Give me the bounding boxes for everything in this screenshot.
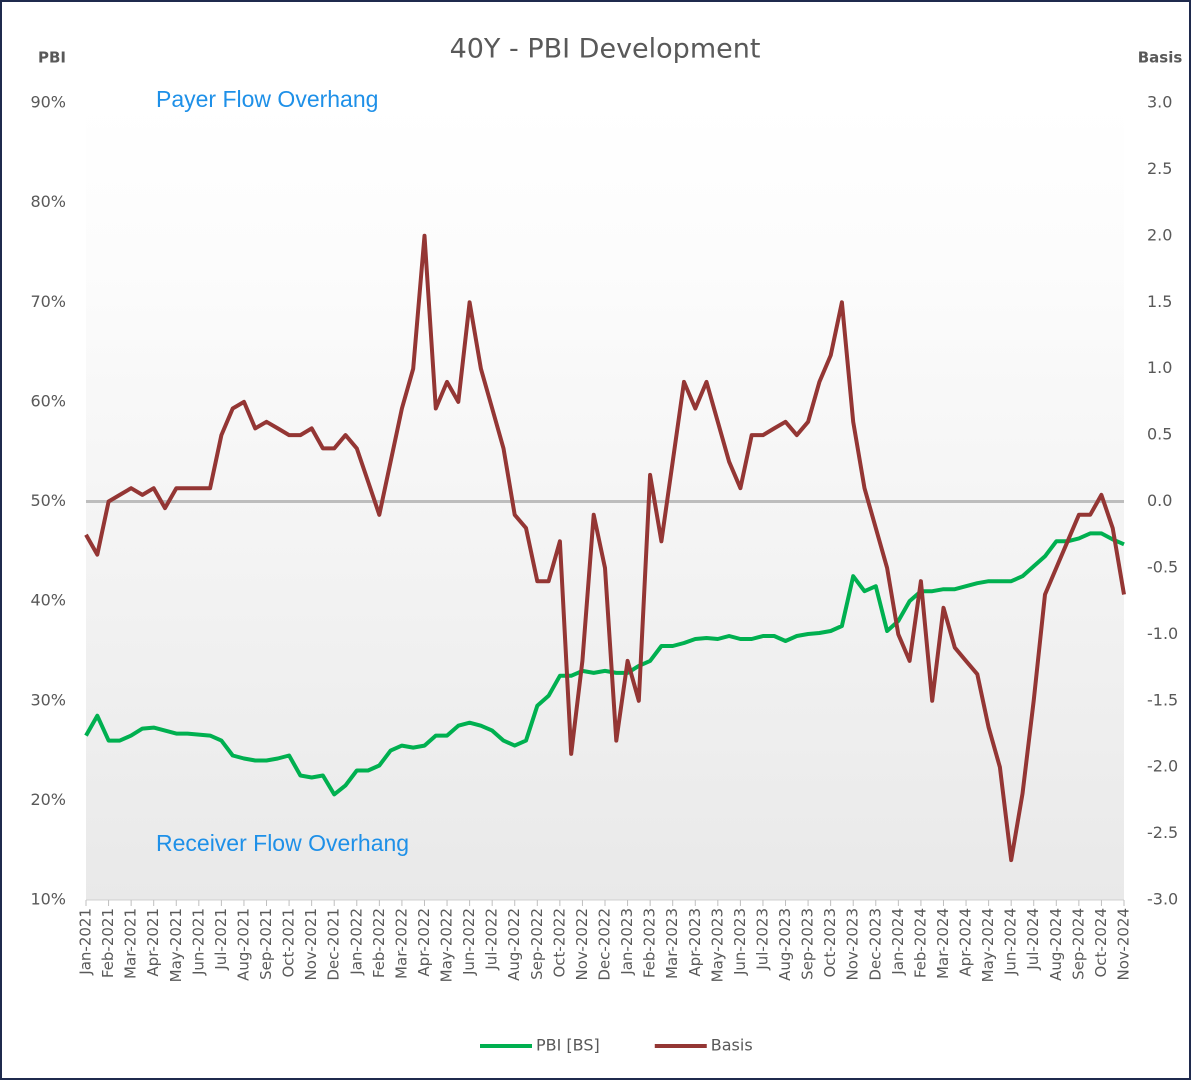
annotation: Receiver Flow Overhang bbox=[156, 830, 409, 856]
x-tick-label: Mar-2024 bbox=[934, 908, 952, 979]
x-tick-label: May-2022 bbox=[438, 908, 456, 982]
x-tick-label: Apr-2023 bbox=[686, 908, 704, 977]
y2-tick-label: -1.5 bbox=[1147, 690, 1178, 709]
y2-tick-label: -2.5 bbox=[1147, 823, 1178, 842]
y2-axis-title: Basis bbox=[1138, 49, 1183, 67]
y-tick-label: 10% bbox=[30, 890, 66, 909]
x-tick-label: Mar-2021 bbox=[122, 908, 140, 979]
legend-label: PBI [BS] bbox=[536, 1036, 600, 1055]
y-tick-label: 90% bbox=[30, 93, 66, 112]
x-tick-label: Nov-2022 bbox=[573, 908, 591, 980]
x-tick-label: Nov-2023 bbox=[844, 908, 862, 980]
x-tick-label: Sep-2023 bbox=[799, 908, 817, 980]
x-tick-label: Mar-2023 bbox=[663, 908, 681, 979]
x-tick-label: May-2024 bbox=[979, 908, 997, 982]
y2-tick-label: 2.5 bbox=[1147, 159, 1172, 178]
y2-tick-label: -3.0 bbox=[1147, 890, 1178, 909]
x-tick-label: Apr-2024 bbox=[957, 908, 975, 977]
x-tick-label: Oct-2022 bbox=[550, 908, 568, 978]
x-tick-label: Dec-2022 bbox=[596, 908, 614, 981]
x-tick-label: Aug-2021 bbox=[234, 908, 252, 981]
x-tick-label: Jun-2024 bbox=[1002, 908, 1020, 976]
x-tick-label: Jul-2021 bbox=[212, 908, 230, 971]
x-tick-label: Jan-2021 bbox=[77, 908, 95, 976]
legend-label: Basis bbox=[711, 1036, 753, 1055]
y2-tick-label: -0.5 bbox=[1147, 557, 1178, 576]
y2-tick-label: 1.5 bbox=[1147, 292, 1172, 311]
x-tick-label: Jul-2022 bbox=[483, 908, 501, 971]
x-tick-label: Dec-2021 bbox=[325, 908, 343, 981]
y-tick-label: 40% bbox=[30, 591, 66, 610]
x-tick-label: Oct-2024 bbox=[1092, 908, 1110, 978]
chart-title: 40Y - PBI Development bbox=[450, 34, 761, 65]
y2-tick-label: 0.0 bbox=[1147, 491, 1172, 510]
x-tick-label: Jan-2024 bbox=[889, 908, 907, 976]
y-tick-label: 30% bbox=[30, 690, 66, 709]
series-line bbox=[84, 531, 1125, 797]
x-tick-label: Jul-2024 bbox=[1024, 908, 1042, 971]
y-tick-label: 70% bbox=[30, 292, 66, 311]
x-tick-label: Apr-2021 bbox=[144, 908, 162, 977]
series-line bbox=[84, 233, 1126, 863]
x-tick-label: Nov-2024 bbox=[1115, 908, 1133, 980]
x-tick-label: Nov-2021 bbox=[302, 908, 320, 980]
x-tick-label: Mar-2022 bbox=[392, 908, 410, 979]
x-tick-label: Feb-2022 bbox=[370, 908, 388, 978]
x-tick-label: Jan-2022 bbox=[347, 908, 365, 976]
x-tick-label: Oct-2023 bbox=[821, 908, 839, 978]
x-tick-label: Feb-2023 bbox=[641, 908, 659, 978]
x-tick-label: Dec-2023 bbox=[866, 908, 884, 981]
x-tick-label: Aug-2024 bbox=[1047, 908, 1065, 981]
y2-tick-label: 3.0 bbox=[1147, 93, 1172, 112]
x-tick-label: May-2023 bbox=[708, 908, 726, 982]
x-tick-label: Sep-2021 bbox=[257, 908, 275, 980]
x-tick-label: Apr-2022 bbox=[415, 908, 433, 977]
y2-tick-label: 2.0 bbox=[1147, 225, 1172, 244]
x-tick-label: Aug-2022 bbox=[505, 908, 523, 981]
annotation: Payer Flow Overhang bbox=[156, 86, 378, 112]
x-tick-label: Jul-2023 bbox=[753, 908, 771, 971]
x-tick-label: Jan-2023 bbox=[618, 908, 636, 976]
y2-tick-label: -1.0 bbox=[1147, 624, 1178, 643]
x-tick-label: Feb-2021 bbox=[99, 908, 117, 978]
x-tick-label: Feb-2024 bbox=[911, 908, 929, 978]
y2-tick-label: -2.0 bbox=[1147, 757, 1178, 776]
y2-tick-label: 0.5 bbox=[1147, 425, 1172, 444]
x-tick-label: Jun-2022 bbox=[460, 908, 478, 976]
x-tick-label: Jun-2021 bbox=[189, 908, 207, 976]
x-tick-label: Sep-2024 bbox=[1069, 908, 1087, 980]
y-tick-label: 60% bbox=[30, 391, 66, 410]
x-tick-label: Oct-2021 bbox=[280, 908, 298, 978]
y-tick-label: 50% bbox=[30, 491, 66, 510]
x-tick-label: Aug-2023 bbox=[776, 908, 794, 981]
y-tick-label: 80% bbox=[30, 192, 66, 211]
y-tick-label: 20% bbox=[30, 790, 66, 809]
y2-tick-label: 1.0 bbox=[1147, 358, 1172, 377]
y-axis-title: PBI bbox=[38, 49, 66, 67]
x-tick-label: Sep-2022 bbox=[528, 908, 546, 980]
x-tick-label: Jun-2023 bbox=[731, 908, 749, 976]
x-tick-label: May-2021 bbox=[167, 908, 185, 982]
